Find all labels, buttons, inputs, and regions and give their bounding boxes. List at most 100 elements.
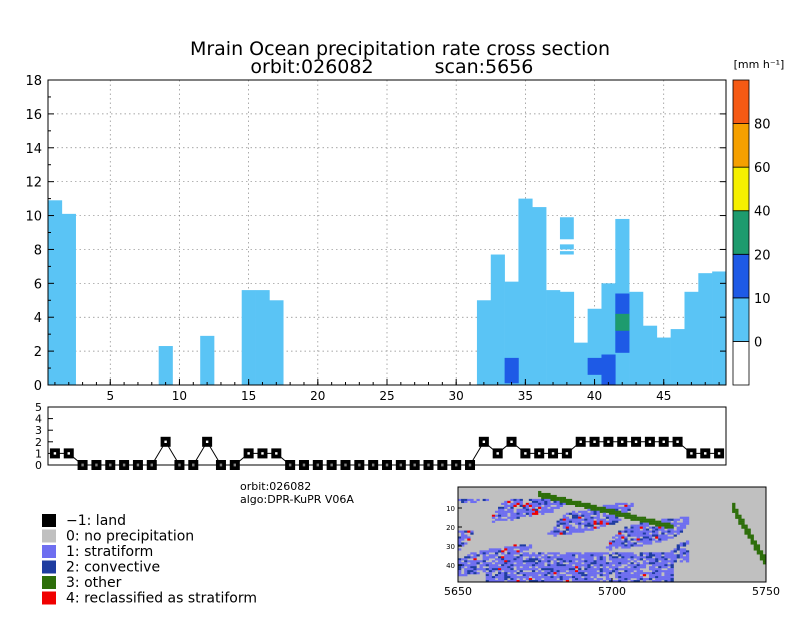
map-cell — [605, 508, 610, 511]
map-cell — [461, 538, 465, 541]
type-marker-center — [551, 452, 555, 455]
map-cell — [624, 528, 628, 531]
map-cell — [624, 576, 628, 579]
map-cell — [553, 566, 557, 569]
map-cell — [602, 518, 607, 521]
map-cell — [550, 530, 554, 533]
map-cell — [676, 546, 680, 549]
map-cell — [501, 518, 505, 521]
map-cell — [501, 508, 505, 511]
map-cell — [639, 552, 643, 555]
type-marker-center — [704, 452, 707, 455]
map-cell — [531, 498, 536, 502]
map-cell — [648, 562, 653, 565]
map-cell — [550, 576, 554, 579]
map-cell — [553, 526, 557, 529]
map-cell — [673, 558, 677, 561]
map-cell — [618, 536, 622, 539]
map-y-tick-label: 40 — [446, 562, 455, 570]
map-cell — [575, 504, 579, 507]
map-cell — [645, 562, 650, 565]
map-cell — [556, 520, 560, 523]
map-cell — [658, 566, 662, 569]
map-cell — [559, 554, 563, 557]
map-cell — [498, 560, 502, 563]
map-cell — [636, 526, 640, 529]
map-cell — [608, 546, 613, 549]
map-cell — [648, 576, 653, 579]
chart-title: Mrain Ocean precipitation rate cross sec… — [190, 38, 610, 60]
map-cell — [584, 528, 588, 531]
map-cell — [652, 570, 656, 573]
map-cell — [541, 496, 545, 500]
map-cell — [667, 564, 671, 567]
map-cell — [670, 536, 674, 539]
map-cell — [550, 552, 554, 555]
map-cell — [504, 568, 508, 571]
map-cell — [513, 570, 517, 573]
map-cell — [602, 514, 607, 517]
map-cell — [553, 532, 557, 535]
map-cell — [608, 570, 613, 573]
map-cell — [461, 566, 465, 569]
map-cell — [624, 530, 628, 533]
map-cell — [501, 514, 505, 517]
map-cell — [679, 530, 684, 533]
strip-y-tick-label: 4 — [35, 413, 42, 426]
map-cell — [615, 572, 619, 575]
map-cell — [510, 556, 514, 559]
map-cell — [531, 508, 536, 511]
map-cell — [571, 520, 576, 523]
map-cell — [642, 560, 647, 563]
map-cell — [575, 566, 579, 569]
map-cell — [621, 558, 625, 561]
map-cell — [621, 530, 625, 533]
type-marker-center — [53, 452, 57, 455]
map-cell — [584, 518, 588, 521]
map-cell — [482, 554, 486, 557]
map-cell — [553, 530, 557, 533]
map-cell — [571, 530, 576, 533]
map-cell — [624, 514, 628, 517]
map-cell — [562, 564, 566, 567]
map-cell — [599, 558, 603, 561]
map-cell — [685, 554, 690, 557]
map-cell — [627, 560, 631, 563]
bar-rain-10-20 — [587, 357, 602, 375]
map-cell — [482, 552, 486, 555]
map-cell — [667, 528, 671, 531]
map-cell — [624, 536, 628, 539]
map-cell — [458, 574, 462, 577]
map-cell — [735, 516, 739, 519]
map-cell — [504, 518, 508, 521]
map-cell — [624, 512, 628, 515]
map-cell — [553, 580, 557, 583]
map-cell — [571, 570, 576, 573]
map-cell — [618, 544, 622, 547]
map-cell — [599, 578, 603, 581]
map-cell — [587, 564, 591, 567]
map-cell — [670, 578, 674, 581]
map-cell — [568, 556, 573, 559]
map-cell — [664, 566, 668, 569]
map-cell — [584, 570, 588, 573]
map-cell — [547, 576, 551, 579]
map-cell — [630, 528, 634, 531]
map-cell — [685, 518, 690, 521]
map-cell — [639, 520, 643, 523]
map-cell — [547, 504, 551, 507]
map-cell — [578, 564, 582, 567]
map-cell — [642, 556, 647, 559]
map-cell — [612, 566, 616, 569]
map-cell — [544, 498, 548, 502]
map-cell — [507, 510, 511, 513]
map-cell — [516, 502, 520, 506]
map-cell — [612, 508, 616, 511]
map-cell — [587, 580, 591, 583]
map-cell — [519, 572, 523, 575]
map-cell — [738, 514, 742, 517]
map-cell — [633, 554, 637, 557]
map-cell — [648, 560, 653, 563]
x-tick-label: 45 — [656, 389, 671, 403]
map-cell — [571, 502, 576, 506]
